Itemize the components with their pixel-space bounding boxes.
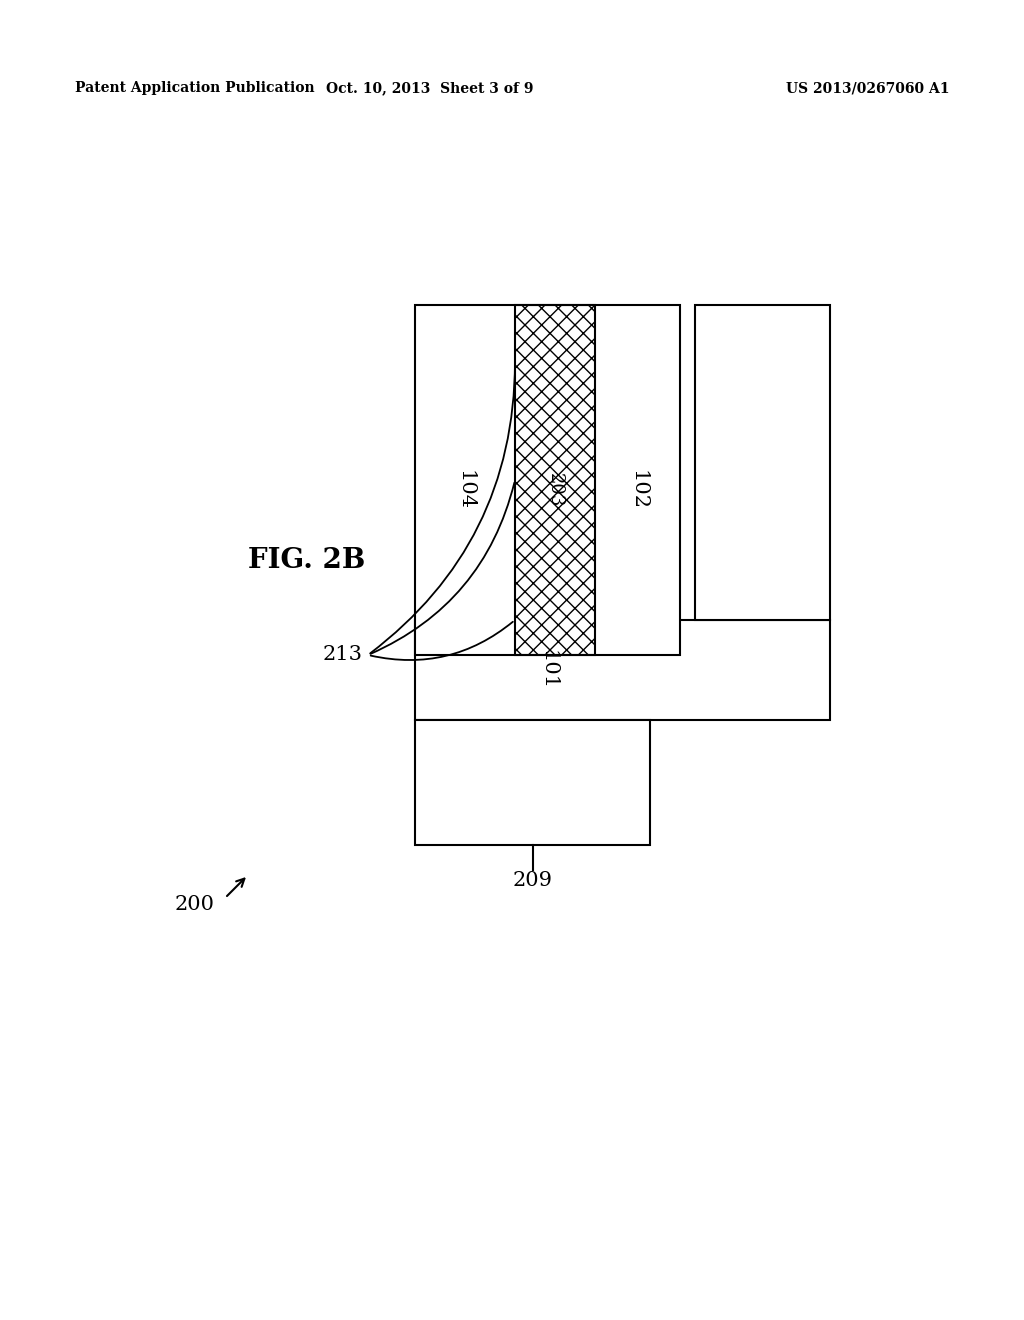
Text: FIG. 2B: FIG. 2B <box>248 546 366 573</box>
Bar <box>695 305 830 620</box>
Text: 102: 102 <box>628 470 647 510</box>
Text: 213: 213 <box>323 645 362 664</box>
Bar <box>595 305 680 655</box>
Text: 200: 200 <box>175 895 215 915</box>
Bar <box>415 719 650 845</box>
Text: 209: 209 <box>512 870 553 890</box>
Bar <box>515 305 595 655</box>
Bar <box>415 305 515 655</box>
Text: Patent Application Publication: Patent Application Publication <box>75 81 314 95</box>
Bar <box>415 620 830 719</box>
Text: US 2013/0267060 A1: US 2013/0267060 A1 <box>786 81 950 95</box>
Text: Oct. 10, 2013  Sheet 3 of 9: Oct. 10, 2013 Sheet 3 of 9 <box>327 81 534 95</box>
Text: 104: 104 <box>456 470 474 510</box>
Bar <box>415 305 680 655</box>
Text: 101: 101 <box>538 649 557 690</box>
Text: 203: 203 <box>546 473 564 507</box>
